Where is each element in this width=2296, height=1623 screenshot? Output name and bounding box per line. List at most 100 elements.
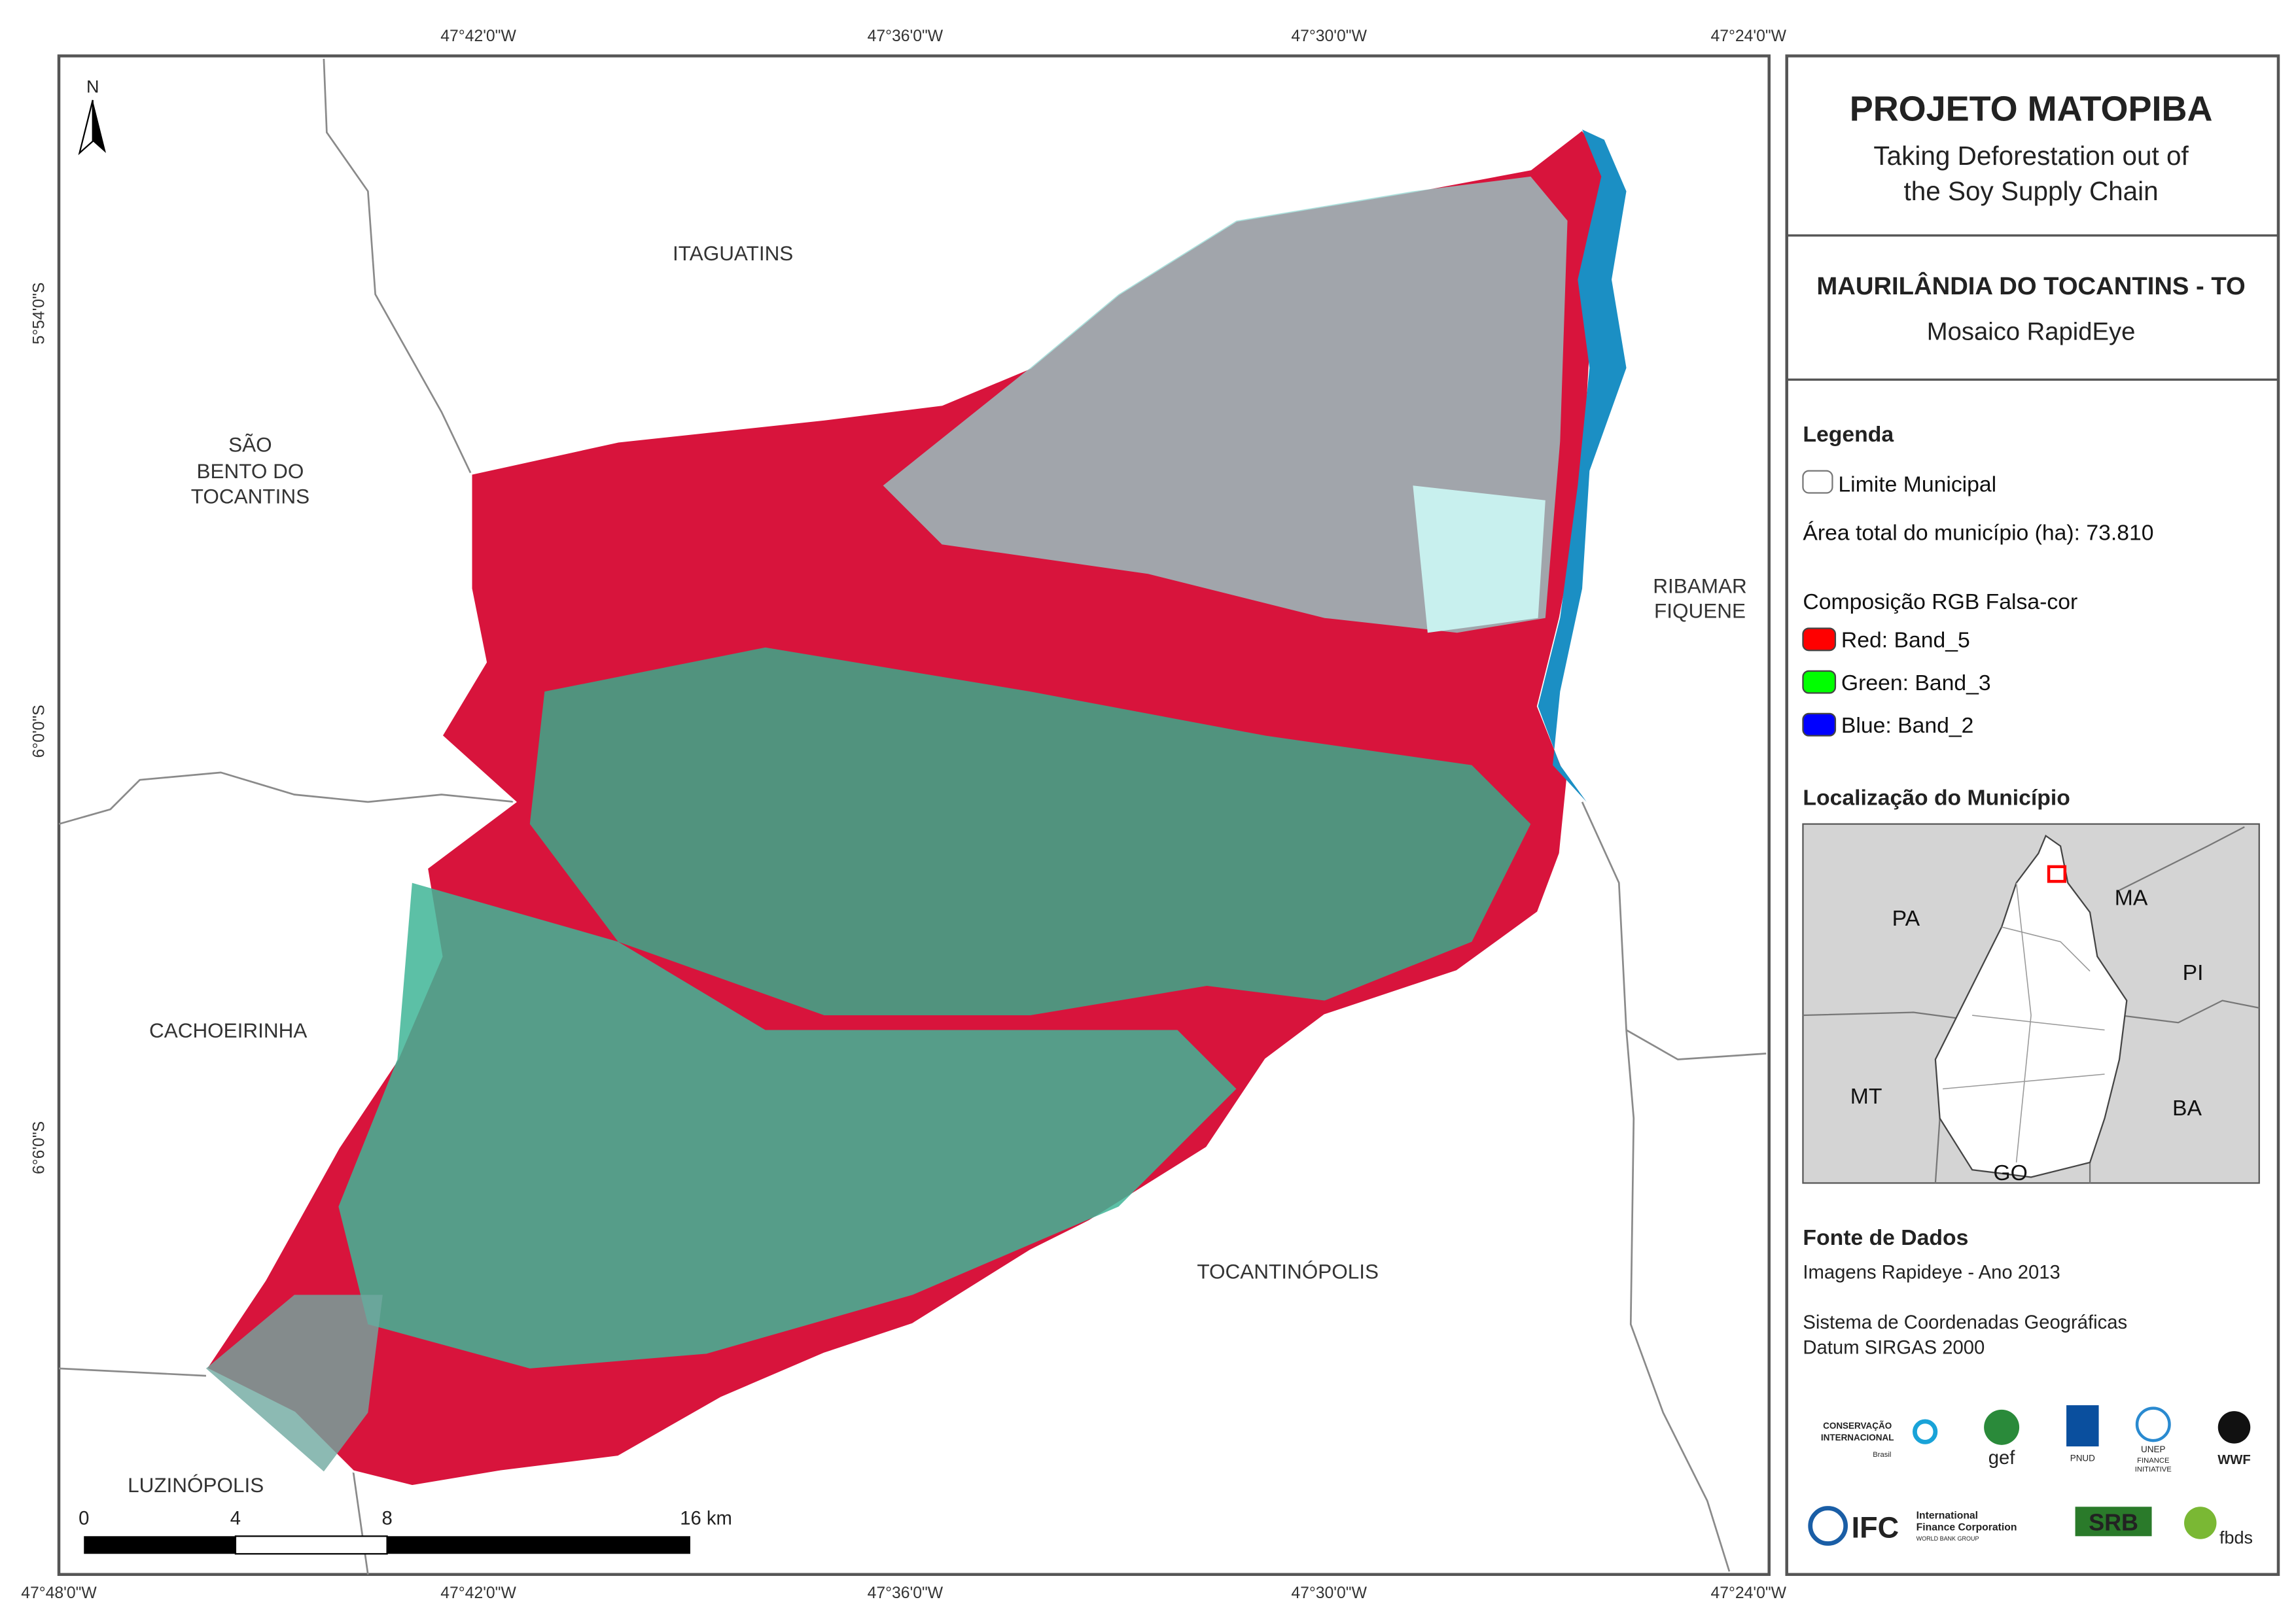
north-arrow: N (78, 77, 106, 156)
legend-label: Área total do município (ha): 73.810 (1803, 521, 2153, 546)
logo-text: International (1916, 1510, 1978, 1521)
scale-bar: 0 4 8 16 km (79, 1508, 732, 1555)
coord-label: 47°30'0"W (1291, 1584, 1367, 1602)
logo-text: INITIATIVE (2135, 1465, 2172, 1473)
logos: CONSERVAÇÃO INTERNACIONAL Brasil gef PNU… (1808, 1405, 2253, 1548)
boundary-line (1625, 1029, 1767, 1060)
logo-mark (1808, 1506, 1848, 1546)
scale-segment (387, 1536, 690, 1554)
state-label: BA (2172, 1096, 2202, 1121)
coord-label: 47°24'0"W (1710, 27, 1786, 45)
place-label: TOCANTINÓPOLIS (1197, 1260, 1379, 1283)
band-swatch (1802, 712, 1837, 737)
logo-text: IFC (1852, 1511, 1899, 1544)
state-label: MA (2115, 885, 2148, 910)
logo-text: Finance Corporation (1916, 1522, 2017, 1533)
neighbor-boundaries (58, 58, 1767, 1575)
place-label: BENTO DO (196, 459, 304, 483)
logo-mark (2217, 1411, 2251, 1444)
coord-label: 5°54'0"S (31, 283, 48, 345)
logo-text: Brasil (1873, 1451, 1891, 1459)
logo-text: fbds (2219, 1528, 2253, 1548)
sources-title: Fonte de Dados (1803, 1225, 1968, 1250)
coord-label: 6°6'0"S (31, 1121, 48, 1174)
logo-text: WWF (2217, 1453, 2251, 1467)
boundary-line (1581, 801, 1731, 1572)
north-arrow-right (92, 99, 106, 153)
scale-label: 0 (79, 1508, 89, 1529)
municipality-title: MAURILÂNDIA DO TOCANTINS - TO (1816, 271, 2245, 300)
panel-subtitle: the Soy Supply Chain (1903, 176, 2158, 206)
band-label: Blue: Band_2 (1841, 713, 1973, 738)
place-names: ITAGUATINS SÃO BENTO DO TOCANTINS RIBAMA… (128, 241, 1747, 1497)
state-label: PI (2183, 960, 2204, 985)
logo-text: WORLD BANK GROUP (1916, 1535, 1979, 1542)
legend-title: Legenda (1803, 422, 1894, 447)
band-swatch (1802, 670, 1837, 694)
coord-label: 47°24'0"W (1710, 1584, 1786, 1602)
state-label: PA (1892, 906, 1920, 931)
logo-mark (2135, 1406, 2171, 1442)
boundary-line (323, 58, 472, 474)
logo-mark (2184, 1507, 2217, 1539)
place-label: RIBAMAR (1653, 574, 1746, 597)
coordinate-labels: 47°42'0"W 47°36'0"W 47°30'0"W 47°24'0"W … (21, 27, 1786, 1602)
logo-text: CONSERVAÇÃO (1823, 1421, 1892, 1431)
place-label: CACHOEIRINHA (149, 1019, 307, 1042)
cleared-area (883, 176, 1568, 633)
state-label: GO (1993, 1161, 2027, 1185)
cleared-area (1413, 485, 1545, 633)
municipal-lines (1943, 882, 2105, 1163)
panel-title: PROJETO MATOPIBA (1850, 89, 2213, 128)
logo-text: gef (1988, 1448, 2016, 1469)
logo-text: SRB (2089, 1509, 2138, 1535)
scale-segment (234, 1535, 388, 1555)
north-label: N (86, 77, 99, 97)
band-label: Green: Band_3 (1841, 671, 1991, 695)
logo-mark (1913, 1419, 1938, 1444)
boundary-line (58, 771, 516, 825)
scale-label: 4 (230, 1508, 241, 1529)
scale-segment (84, 1536, 236, 1554)
logo-mark (2066, 1405, 2099, 1447)
logo-text: UNEP (2141, 1444, 2165, 1454)
boundary-line (352, 1471, 369, 1575)
panel-frame (1785, 54, 2280, 1577)
place-label: ITAGUATINS (673, 241, 793, 265)
panel-subtitle: Taking Deforestation out of (1873, 141, 2189, 171)
place-label: LUZINÓPOLIS (128, 1473, 264, 1497)
coord-label: 47°36'0"W (868, 27, 944, 45)
scale-label: 8 (381, 1508, 392, 1529)
logo-text: PNUD (2070, 1454, 2095, 1463)
scale-label: 16 km (680, 1508, 732, 1529)
place-label: FIQUENE (1654, 599, 1746, 623)
inset-map: PA MA PI MT BA GO (1802, 823, 2260, 1185)
vegetation-area (205, 1295, 383, 1472)
state-label: MT (1850, 1084, 1882, 1109)
coord-label: 47°48'0"W (21, 1584, 97, 1602)
source-line: Sistema de Coordenadas Geográficas (1803, 1312, 2127, 1333)
boundary-line (58, 1367, 207, 1377)
logo-text: FINANCE (2137, 1457, 2170, 1465)
location-title: Localização do Município (1803, 785, 2070, 810)
band-swatch (1802, 627, 1837, 652)
logo-mark (1984, 1409, 2020, 1445)
municipality-image (204, 128, 1627, 1488)
coord-label: 47°36'0"W (868, 1584, 944, 1602)
river (1538, 129, 1627, 802)
place-label: TOCANTINS (191, 484, 309, 508)
legend-label: Composição RGB Falsa-cor (1803, 589, 2077, 614)
legend-label: Limite Municipal (1838, 472, 1996, 497)
band-legend: Red: Band_5 Green: Band_3 Blue: Band_2 (1802, 627, 1991, 738)
logo-text: INTERNACIONAL (1821, 1433, 1894, 1442)
band-label: Red: Band_5 (1841, 628, 1970, 653)
state-boundary (1803, 826, 2259, 1183)
coord-label: 47°42'0"W (440, 27, 516, 45)
vegetation-area (529, 647, 1531, 1016)
location-marker (2047, 865, 2067, 883)
coord-label: 47°30'0"W (1291, 27, 1367, 45)
source-line: Imagens Rapideye - Ano 2013 (1803, 1263, 2060, 1283)
coord-label: 47°42'0"W (440, 1584, 516, 1602)
